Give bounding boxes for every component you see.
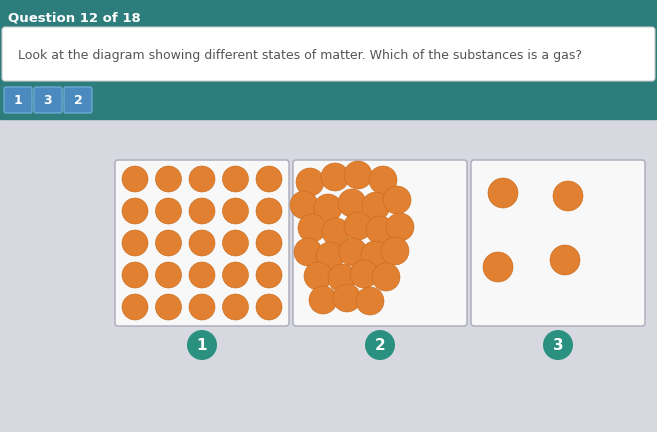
FancyBboxPatch shape (115, 160, 289, 326)
Ellipse shape (322, 218, 350, 246)
Bar (0, 119, 657, 432)
Ellipse shape (314, 194, 342, 222)
Ellipse shape (256, 166, 282, 192)
Ellipse shape (366, 216, 394, 244)
Ellipse shape (223, 230, 248, 256)
Ellipse shape (321, 163, 349, 191)
Ellipse shape (189, 262, 215, 288)
Ellipse shape (256, 230, 282, 256)
Bar (0, 84, 657, 119)
Ellipse shape (381, 237, 409, 265)
FancyBboxPatch shape (64, 87, 92, 113)
Ellipse shape (356, 287, 384, 315)
Text: Question 12 of 18: Question 12 of 18 (8, 12, 141, 25)
Ellipse shape (223, 198, 248, 224)
FancyBboxPatch shape (471, 160, 645, 326)
Ellipse shape (328, 264, 356, 292)
Ellipse shape (189, 294, 215, 320)
Circle shape (365, 330, 395, 360)
Ellipse shape (350, 260, 378, 288)
Text: 2: 2 (74, 93, 82, 107)
Ellipse shape (383, 186, 411, 214)
Ellipse shape (156, 294, 181, 320)
Ellipse shape (386, 213, 414, 241)
Ellipse shape (344, 212, 372, 240)
Ellipse shape (298, 214, 326, 242)
Ellipse shape (294, 238, 322, 266)
FancyBboxPatch shape (34, 87, 62, 113)
Text: 1: 1 (196, 337, 207, 353)
Ellipse shape (296, 168, 324, 196)
Ellipse shape (189, 198, 215, 224)
Ellipse shape (156, 230, 181, 256)
Ellipse shape (344, 161, 372, 189)
Ellipse shape (122, 166, 148, 192)
Text: 1: 1 (14, 93, 22, 107)
Ellipse shape (309, 286, 337, 314)
Ellipse shape (189, 230, 215, 256)
Ellipse shape (290, 191, 318, 219)
Text: 3: 3 (43, 93, 53, 107)
Ellipse shape (156, 166, 181, 192)
Ellipse shape (256, 262, 282, 288)
Ellipse shape (304, 262, 332, 290)
Ellipse shape (553, 181, 583, 211)
Ellipse shape (338, 189, 366, 217)
Ellipse shape (223, 166, 248, 192)
Text: Look at the diagram showing different states of matter. Which of the substances : Look at the diagram showing different st… (18, 48, 582, 61)
Ellipse shape (372, 263, 400, 291)
Ellipse shape (122, 198, 148, 224)
Ellipse shape (156, 262, 181, 288)
Ellipse shape (122, 230, 148, 256)
Ellipse shape (122, 262, 148, 288)
Circle shape (543, 330, 573, 360)
Ellipse shape (316, 242, 344, 270)
Ellipse shape (333, 284, 361, 312)
Ellipse shape (369, 166, 397, 194)
Ellipse shape (361, 241, 389, 269)
Ellipse shape (156, 198, 181, 224)
Ellipse shape (122, 294, 148, 320)
FancyBboxPatch shape (293, 160, 467, 326)
Text: 3: 3 (553, 337, 563, 353)
Ellipse shape (550, 245, 580, 275)
Ellipse shape (256, 198, 282, 224)
Ellipse shape (362, 192, 390, 220)
Ellipse shape (223, 294, 248, 320)
Circle shape (187, 330, 217, 360)
FancyBboxPatch shape (2, 27, 655, 81)
FancyBboxPatch shape (4, 87, 32, 113)
Ellipse shape (223, 262, 248, 288)
Ellipse shape (189, 166, 215, 192)
Ellipse shape (488, 178, 518, 208)
Ellipse shape (483, 252, 513, 282)
Text: 2: 2 (374, 337, 386, 353)
Ellipse shape (339, 238, 367, 266)
Ellipse shape (256, 294, 282, 320)
